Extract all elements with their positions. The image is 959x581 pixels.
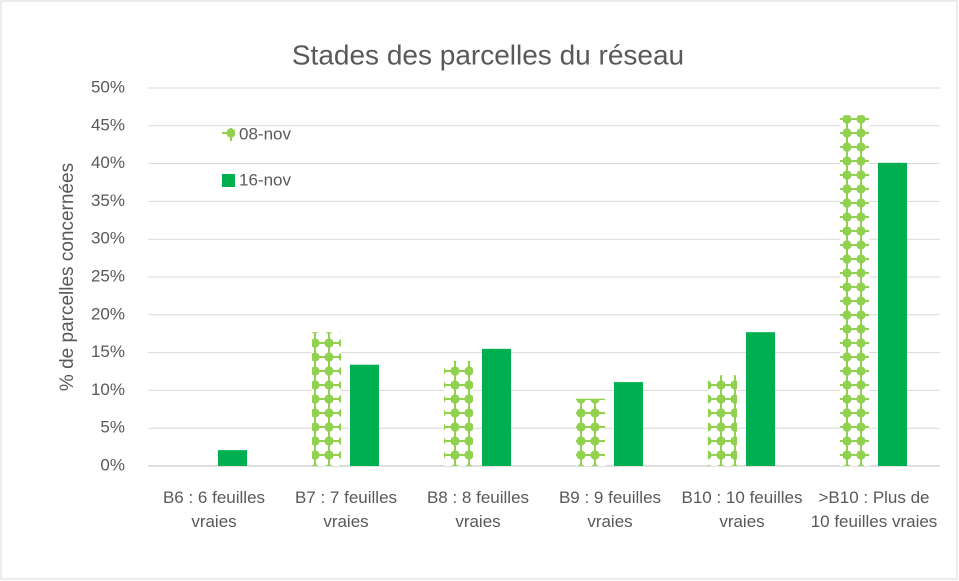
legend-swatch — [222, 174, 235, 187]
bar — [840, 115, 869, 466]
legend-label: 16-nov — [239, 170, 291, 189]
bar — [312, 332, 341, 466]
bar — [878, 162, 907, 466]
chart-title: Stades des parcelles du réseau — [292, 39, 684, 70]
legend-label: 08-nov — [239, 124, 291, 143]
bar — [482, 348, 511, 466]
bar — [576, 398, 605, 466]
y-axis-label: % de parcelles concernées — [57, 163, 78, 391]
bar — [614, 382, 643, 466]
y-tick-label: 15% — [91, 342, 125, 361]
y-tick-label: 30% — [91, 229, 125, 248]
y-tick-label: 20% — [91, 304, 125, 323]
legend-swatch — [222, 128, 235, 141]
x-tick-label: B7 : 7 feuilles vraies — [294, 488, 398, 531]
bar — [350, 364, 379, 466]
y-tick-label: 50% — [91, 77, 125, 96]
bar — [746, 332, 775, 466]
x-tick-label: B10 : 10 feuilles vraies — [681, 488, 803, 531]
bar — [218, 450, 247, 466]
x-tick-label: >B10 : Plus de 10 feuilles vraies — [810, 488, 938, 531]
y-tick-label: 25% — [91, 266, 125, 285]
y-tick-label: 35% — [91, 191, 125, 210]
bar — [708, 375, 737, 466]
x-tick-label: B9 : 9 feuilles vraies — [558, 488, 662, 531]
y-tick-label: 0% — [100, 455, 125, 474]
x-tick-label: B6 : 6 feuilles vraies — [162, 488, 266, 531]
y-tick-label: 40% — [91, 153, 125, 172]
y-tick-label: 10% — [91, 380, 125, 399]
x-tick-label: B8 : 8 feuilles vraies — [426, 488, 530, 531]
y-tick-label: 45% — [91, 115, 125, 134]
y-tick-label: 5% — [100, 418, 125, 437]
bar — [444, 360, 473, 466]
